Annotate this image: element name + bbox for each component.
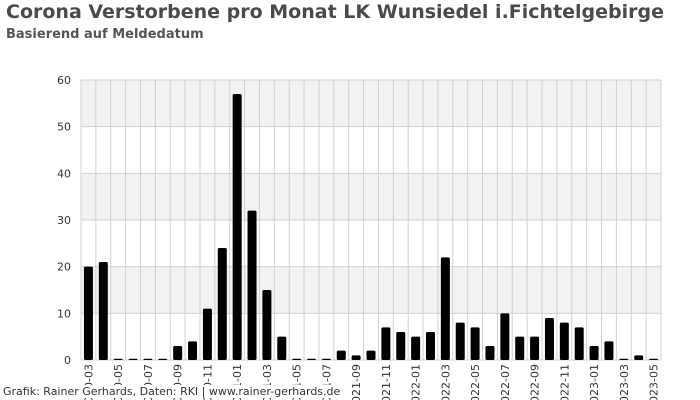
y-tick-label: 40: [57, 167, 71, 180]
bar: [128, 358, 138, 360]
bar: [143, 358, 153, 360]
bar: [366, 350, 376, 360]
y-tick-label: 10: [57, 307, 71, 320]
y-band: [81, 173, 661, 220]
x-tick-label: 2022-05: [469, 364, 482, 400]
bar: [262, 290, 272, 360]
bar: [247, 210, 257, 360]
chart-title: Corona Verstorbene pro Monat LK Wunsiede…: [6, 1, 665, 23]
bar: [485, 346, 495, 360]
y-tick-label: 0: [64, 354, 71, 367]
y-tick-label: 50: [57, 121, 71, 134]
bar: [440, 257, 450, 360]
y-band: [81, 80, 661, 127]
x-tick-label: 2022-03: [439, 364, 452, 400]
bar: [455, 322, 465, 360]
bar: [381, 327, 391, 360]
bar: [292, 358, 302, 360]
bar: [515, 336, 525, 360]
bar: [470, 327, 480, 360]
bar: [217, 248, 227, 360]
x-tick-label: 2022-11: [558, 364, 571, 400]
bar: [202, 308, 212, 360]
bar: [232, 94, 242, 360]
bar: [589, 346, 599, 360]
x-tick-label: 2022-01: [410, 364, 423, 400]
x-tick-label: 2021-11: [380, 364, 393, 400]
bar: [158, 358, 168, 360]
x-tick-label: 2023-05: [648, 364, 661, 400]
x-tick-label: 2022-09: [529, 364, 542, 400]
bar: [649, 358, 659, 360]
bar: [544, 318, 554, 360]
bar: [351, 355, 361, 360]
source-credit: Grafik: Rainer Gerhards, Daten: RKI | ww…: [3, 385, 343, 398]
y-band: [81, 220, 661, 267]
bar: [619, 358, 629, 360]
bar: [604, 341, 614, 360]
bar: [83, 266, 93, 360]
bar: [336, 350, 346, 360]
x-tick-label: 2022-07: [499, 364, 512, 400]
x-tick-label: 2023-01: [588, 364, 601, 400]
chart-subtitle: Basierend auf Meldedatum: [6, 27, 204, 42]
y-tick-label: 60: [57, 74, 71, 87]
x-tick-label: 2021-09: [350, 364, 363, 400]
bar: [321, 358, 331, 360]
bars: [83, 94, 659, 360]
bar: [500, 313, 510, 360]
bar: [559, 322, 569, 360]
bar: [425, 332, 435, 360]
bar: [307, 358, 317, 360]
bar: [98, 262, 108, 360]
y-band: [81, 266, 661, 314]
x-tick-label: 2023-03: [618, 364, 631, 400]
bar: [530, 336, 540, 360]
bar: [411, 336, 421, 360]
bar: [188, 341, 198, 360]
bar: [113, 358, 123, 360]
bar: [396, 332, 406, 360]
y-tick-labels: 0 10 20 30 40 50 60: [57, 74, 71, 367]
y-tick-label: 30: [57, 214, 71, 227]
bar: [634, 355, 644, 360]
y-band: [81, 126, 661, 174]
y-tick-label: 20: [57, 261, 71, 274]
bar: [173, 346, 183, 360]
bar: [277, 336, 287, 360]
bar: [574, 327, 584, 360]
